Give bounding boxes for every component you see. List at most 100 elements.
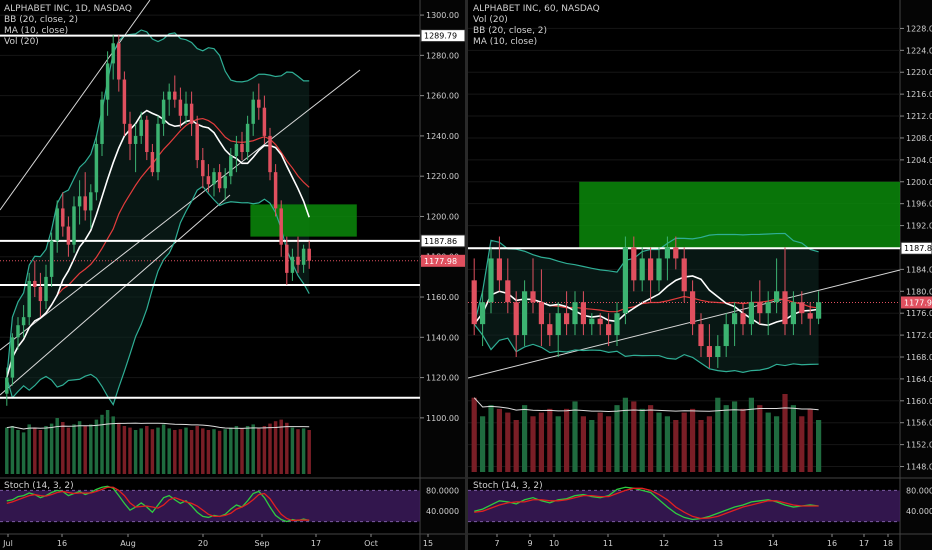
y-tick-label: 1216.00 xyxy=(906,90,932,99)
y-tick-label: 1148.00 xyxy=(906,463,932,472)
volume-bar xyxy=(263,426,266,474)
candle-body xyxy=(581,302,586,324)
y-tick-label: 1100.00 xyxy=(426,414,459,423)
candle-body xyxy=(156,124,159,172)
volume-bar xyxy=(497,409,502,472)
candle-body xyxy=(285,245,288,273)
x-tick-label: Oct xyxy=(364,539,378,548)
candle-body xyxy=(16,325,19,337)
volume-bar xyxy=(145,426,148,474)
candle-body xyxy=(162,100,165,124)
candle-body xyxy=(715,346,720,357)
x-tick-label: Aug xyxy=(120,539,136,548)
supply-zone xyxy=(579,182,900,248)
candle-body xyxy=(782,291,787,324)
left-chart[interactable]: 1300.00 1280.00 1260.00 1240.00 1220.00 1200.… xyxy=(0,0,465,550)
volume-bar xyxy=(302,428,305,474)
y-tick-label: 1152.00 xyxy=(906,441,932,450)
volume-bar xyxy=(808,409,813,472)
candle-body xyxy=(572,302,577,324)
y-tick-label: 1300.00 xyxy=(426,11,459,20)
candle-body xyxy=(123,80,126,124)
volume-bar xyxy=(89,424,92,474)
candle-body xyxy=(235,144,238,156)
stoch-tick-label: 80.0000 xyxy=(906,486,932,495)
candle-body xyxy=(78,196,81,206)
x-tick-label: 16 xyxy=(57,539,67,548)
volume-bar xyxy=(698,420,703,472)
volume-bar xyxy=(656,413,661,472)
volume-bar xyxy=(505,413,510,472)
y-tick-label: 1160.00 xyxy=(906,397,932,406)
volume-bar xyxy=(179,429,182,474)
y-tick-label: 1220.00 xyxy=(906,68,932,77)
volume-bar xyxy=(715,398,720,472)
candle-body xyxy=(480,302,485,324)
right-legend-title: ALPHABET INC, 60, NASDAQ xyxy=(473,4,600,15)
candle-body xyxy=(268,136,271,172)
volume-bar xyxy=(732,401,737,472)
volume-bar xyxy=(530,416,535,472)
volume-bar xyxy=(296,429,299,474)
right-stoch-label: Stoch (14, 3, 2) xyxy=(473,481,543,492)
candle-body xyxy=(766,302,771,313)
price-tag-label: 1289.79 xyxy=(424,32,457,41)
volume-bar xyxy=(67,428,70,474)
volume-bar xyxy=(184,428,187,474)
volume-bar xyxy=(195,426,198,474)
candle-body xyxy=(167,92,170,100)
volume-bar xyxy=(690,409,695,472)
volume-bar xyxy=(5,428,8,474)
y-tick-label: 1260.00 xyxy=(426,92,459,101)
volume-bar xyxy=(631,401,636,472)
y-tick-label: 1180.00 xyxy=(906,287,932,296)
right-chart[interactable]: 1228.00 1224.00 1220.00 1216.00 1212.00 1208.… xyxy=(468,0,932,550)
volume-bar xyxy=(39,430,42,474)
volume-bar xyxy=(640,409,645,472)
volume-bar xyxy=(212,429,215,474)
candle-body xyxy=(640,258,645,280)
candle-body xyxy=(139,120,142,136)
candle-body xyxy=(698,324,703,346)
volume-bar xyxy=(547,409,552,472)
y-tick-label: 1196.00 xyxy=(906,200,932,209)
right-legend-vol: Vol (20) xyxy=(473,15,600,26)
x-tick-label: 11 xyxy=(603,539,613,548)
candle-body xyxy=(740,313,745,324)
candle-body xyxy=(732,313,737,324)
volume-bar xyxy=(791,405,796,472)
volume-bar xyxy=(246,426,249,474)
candle-body xyxy=(151,152,154,172)
volume-bar xyxy=(285,423,288,474)
price-tag-label: 1187.86 xyxy=(424,237,457,246)
volume-bar xyxy=(72,424,75,474)
right-stoch-legend: Stoch (14, 3, 2) xyxy=(473,481,543,492)
volume-bar xyxy=(488,405,493,472)
x-tick-label: 12 xyxy=(659,539,669,548)
candle-body xyxy=(33,281,36,287)
candle-body xyxy=(505,280,510,302)
price-tag-label: 1177.98 xyxy=(424,257,457,266)
candle-body xyxy=(39,287,42,301)
y-tick-label: 1200.00 xyxy=(426,212,459,221)
volume-bar xyxy=(816,420,821,472)
candle-body xyxy=(724,324,729,346)
volume-bar xyxy=(665,416,670,472)
candle-body xyxy=(530,291,535,302)
candle-body xyxy=(631,247,636,280)
x-tick-label: 14 xyxy=(768,539,778,548)
volume-bar xyxy=(724,405,729,472)
volume-bar xyxy=(522,405,527,472)
y-tick-label: 1212.00 xyxy=(906,112,932,121)
price-axis-strip xyxy=(420,0,465,550)
volume-bar xyxy=(766,413,771,472)
candle-body xyxy=(302,249,305,265)
volume-bar xyxy=(162,424,165,474)
candle-body xyxy=(145,120,148,152)
y-tick-label: 1156.00 xyxy=(906,419,932,428)
volume-bar xyxy=(707,416,712,472)
candle-body xyxy=(564,313,569,324)
volume-bar xyxy=(564,409,569,472)
volume-bar xyxy=(606,416,611,472)
left-legend-title: ALPHABET INC, 1D, NASDAQ xyxy=(4,4,132,15)
